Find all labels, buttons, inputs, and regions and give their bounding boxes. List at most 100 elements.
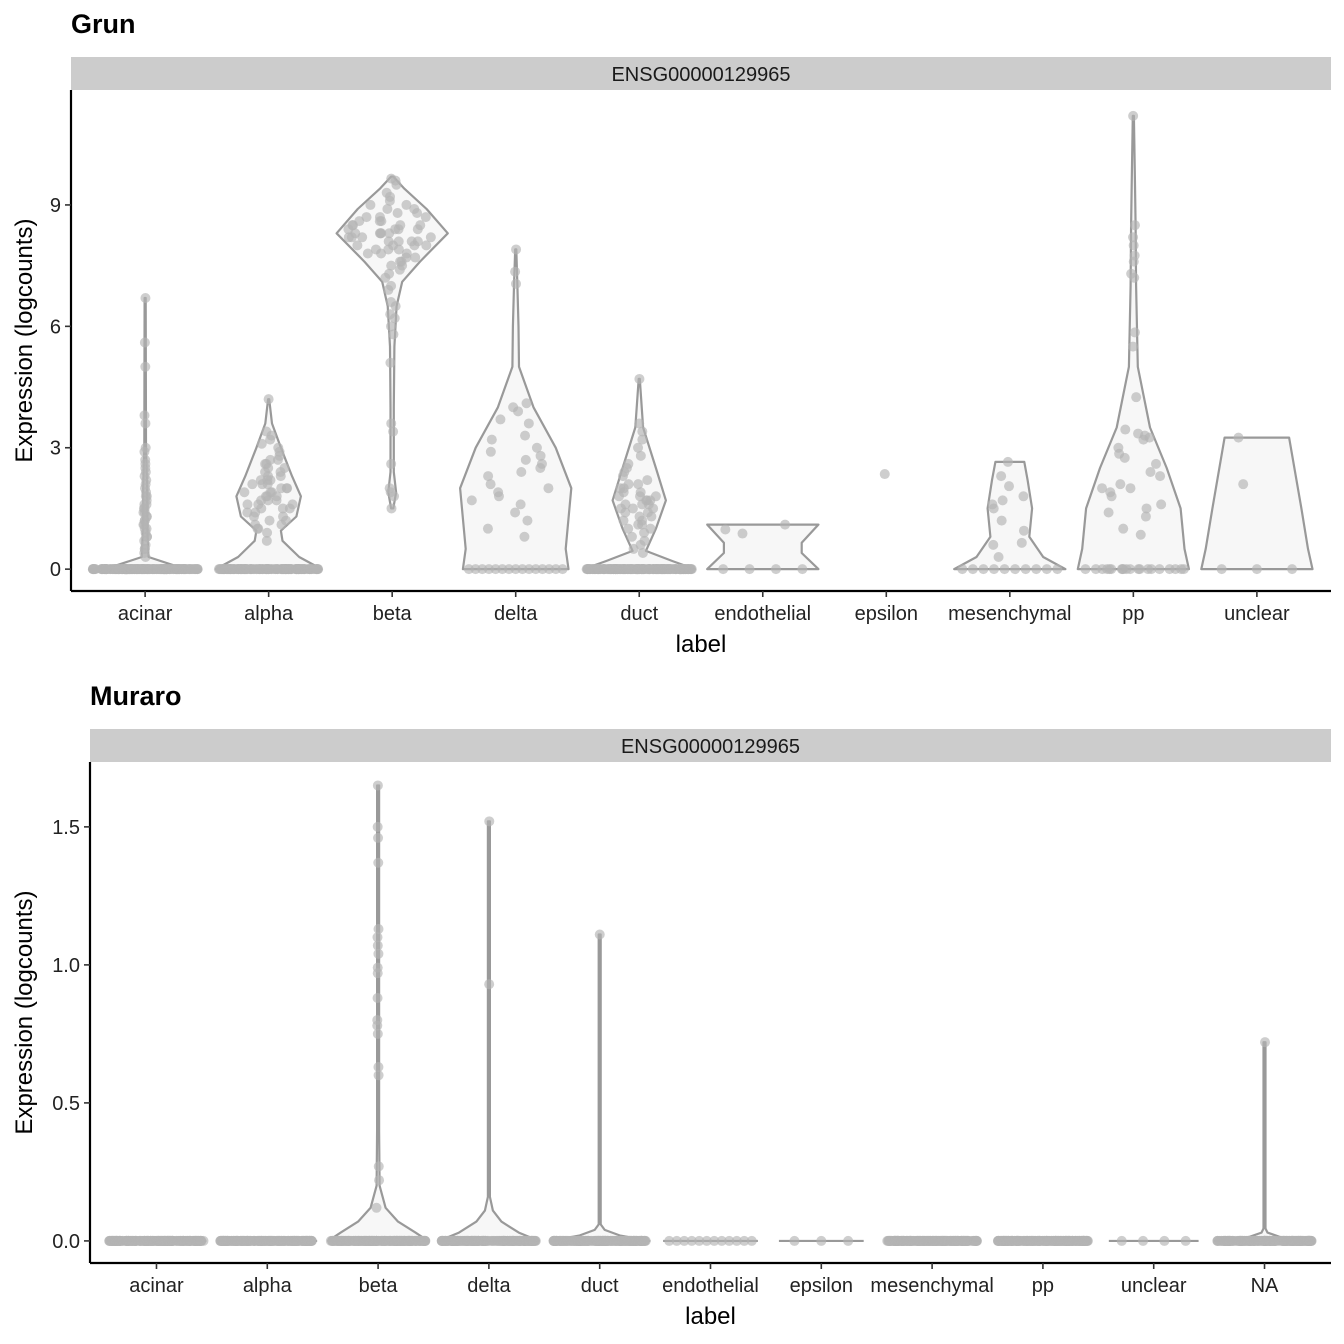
data-point	[1016, 537, 1027, 548]
data-point	[256, 438, 267, 449]
data-point	[139, 337, 150, 348]
data-point	[737, 528, 748, 539]
data-point	[996, 471, 1007, 482]
data-point	[270, 564, 281, 575]
data-point	[372, 993, 383, 1004]
data-point	[386, 458, 397, 469]
data-point	[720, 524, 731, 535]
data-point	[618, 515, 629, 526]
data-point	[679, 1235, 690, 1246]
data-point	[633, 479, 644, 490]
data-point	[291, 564, 302, 575]
x-tick-label: delta	[494, 603, 538, 625]
data-point	[379, 1235, 390, 1246]
data-point	[524, 1235, 535, 1246]
data-point	[1010, 564, 1021, 575]
data-point	[1080, 564, 1091, 575]
data-point	[1146, 564, 1157, 575]
data-point	[1251, 564, 1262, 575]
violin-na	[1213, 1041, 1316, 1242]
data-point	[263, 394, 274, 405]
data-point	[372, 780, 383, 791]
data-point	[635, 450, 646, 461]
x-tick-label: duct	[620, 603, 658, 625]
data-point	[386, 418, 397, 429]
data-point	[386, 280, 397, 291]
data-point	[111, 1235, 122, 1246]
x-tick-label: endothelial	[714, 603, 811, 625]
violin-unclear	[1200, 436, 1314, 571]
data-point	[483, 471, 494, 482]
x-tick-label: pp	[1032, 1275, 1054, 1297]
data-point	[988, 539, 999, 550]
data-point	[419, 1235, 430, 1246]
data-point	[385, 357, 396, 368]
data-point	[1304, 1235, 1315, 1246]
data-point	[978, 564, 989, 575]
data-point	[1115, 479, 1126, 490]
data-point	[125, 564, 136, 575]
group-pp	[1076, 110, 1190, 575]
data-point	[409, 203, 420, 214]
data-point	[999, 564, 1010, 575]
group-epsilon	[778, 1235, 864, 1246]
data-point	[473, 1235, 484, 1246]
data-point	[1151, 458, 1162, 469]
violin-endothelial	[706, 523, 820, 571]
data-point	[1067, 1235, 1078, 1246]
data-point	[639, 1235, 650, 1246]
y-axis-title: Expression (logcounts)	[11, 218, 38, 462]
data-point	[388, 426, 399, 437]
group-mesenchymal	[953, 456, 1067, 575]
x-tick-label: acinar	[129, 1275, 184, 1297]
data-point	[642, 475, 653, 486]
data-point	[993, 552, 1004, 563]
data-point	[365, 199, 376, 210]
y-tick-label: 1.5	[52, 817, 80, 839]
data-point	[101, 564, 112, 575]
data-point	[1154, 564, 1165, 575]
data-point	[1103, 507, 1114, 518]
data-point	[543, 483, 554, 494]
data-point	[425, 232, 436, 243]
data-point	[664, 1235, 675, 1246]
x-tick-label: alpha	[243, 1275, 293, 1297]
data-point	[898, 1235, 909, 1246]
data-point	[1018, 525, 1029, 536]
data-point	[90, 564, 101, 575]
data-point	[386, 321, 397, 332]
y-tick-label: 9	[50, 195, 61, 217]
data-point	[1004, 1235, 1015, 1246]
data-point	[261, 426, 272, 437]
data-point	[190, 564, 201, 575]
data-point	[382, 203, 393, 214]
data-point	[594, 929, 605, 940]
data-point	[261, 535, 272, 546]
data-point	[297, 1235, 308, 1246]
data-point	[950, 1235, 961, 1246]
y-axis-title: Expression (logcounts)	[11, 890, 38, 1134]
data-point	[575, 1235, 586, 1246]
data-point	[520, 454, 531, 465]
violin-mesenchymal	[953, 460, 1067, 571]
data-point	[215, 564, 226, 575]
data-point	[287, 499, 298, 510]
data-point	[485, 479, 496, 490]
data-point	[1170, 564, 1181, 575]
data-point	[523, 418, 534, 429]
x-tick-label: endothelial	[662, 1275, 759, 1297]
data-point	[482, 523, 493, 534]
data-point	[136, 564, 147, 575]
data-point	[401, 248, 412, 259]
data-point	[372, 932, 383, 943]
data-point	[1178, 564, 1189, 575]
data-point	[1125, 564, 1136, 575]
data-point	[1116, 1235, 1127, 1246]
data-point	[395, 220, 406, 231]
data-point	[674, 564, 685, 575]
y-tick-label: 0.5	[52, 1093, 80, 1115]
data-point	[372, 940, 383, 951]
data-point	[987, 499, 998, 510]
data-point	[568, 1235, 579, 1246]
data-point	[266, 487, 277, 498]
